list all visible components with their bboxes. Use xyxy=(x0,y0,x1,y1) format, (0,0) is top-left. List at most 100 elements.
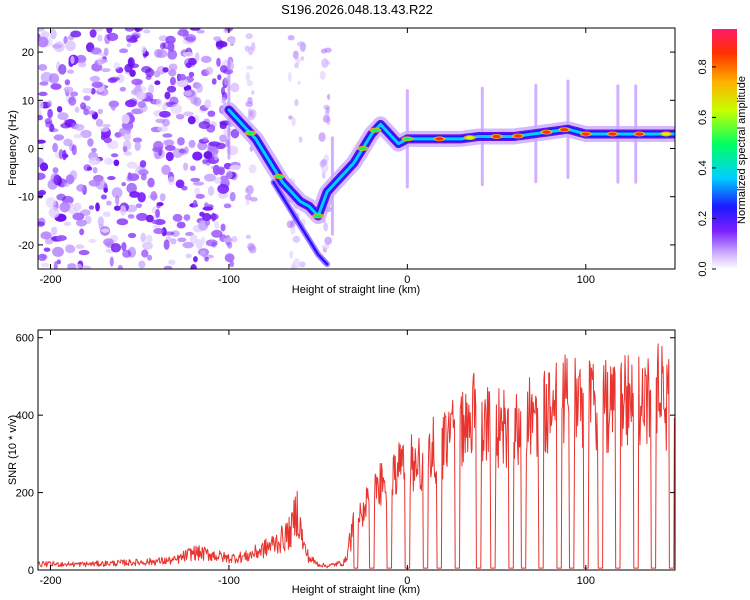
spectrogram-noise-blob xyxy=(250,41,256,52)
spectrogram-noise-blob xyxy=(66,69,75,74)
spectrogram-noise-blob xyxy=(245,234,252,240)
spectrogram-noise-blob xyxy=(205,239,218,247)
spectrogram-noise-blob xyxy=(172,213,183,222)
spectrogram-noise-blob xyxy=(159,42,166,50)
spectrogram-noise-blob xyxy=(73,202,82,212)
spectrogram-noise-blob xyxy=(162,67,169,73)
spectrogram-noise-blob xyxy=(192,199,198,208)
spectrogram-noise-blob xyxy=(39,81,49,86)
spectrogram-ridge-center xyxy=(227,108,675,218)
spectrogram-noise-blob xyxy=(192,181,205,186)
spectrogram-noise-blob xyxy=(182,51,194,57)
spectrogram-noise-blob xyxy=(97,108,104,115)
spectrogram-noise-blob xyxy=(157,126,169,132)
spectrogram-noise-blob xyxy=(119,205,127,216)
snr-frame xyxy=(37,329,676,571)
spectrogram-y-tick-label: 20 xyxy=(22,47,34,59)
snr-plot-area xyxy=(38,330,675,570)
spectrogram-noise-blob xyxy=(217,183,230,194)
spectrogram-noise-blob xyxy=(319,71,326,80)
spectrogram-noise-blob xyxy=(123,131,132,141)
spectrogram-noise-blob xyxy=(164,145,176,152)
snr-line-layer xyxy=(38,343,675,569)
spectrogram-noise-blob xyxy=(134,28,141,32)
spectrogram-noise-blob xyxy=(230,82,240,93)
spectrogram-noise-blob xyxy=(127,57,133,66)
spectrogram-noise-blob xyxy=(288,115,293,120)
spectrogram-noise-blob xyxy=(230,128,240,139)
spectrogram-noise-blob xyxy=(297,80,301,85)
spectrogram-noise-blob xyxy=(53,134,65,141)
spectrogram-noise-blob xyxy=(127,214,135,219)
spectrogram-noise-blob xyxy=(92,166,98,174)
spectrogram-hotspot xyxy=(314,214,323,218)
spectrogram-noise-blob xyxy=(103,137,113,143)
spectrogram-noise-blob xyxy=(194,187,200,196)
spectrogram-noise-blob xyxy=(78,249,90,256)
spectrogram-noise-blob xyxy=(53,260,58,269)
spectrogram-ridge-layer xyxy=(220,60,675,268)
spectrogram-y-tick-label: -20 xyxy=(18,240,34,252)
spectrogram-noise-blob xyxy=(189,28,201,31)
spectrogram-noise-blob xyxy=(215,39,224,50)
spectrogram-noise-blob xyxy=(321,58,329,69)
spectrogram-noise-blob xyxy=(211,78,217,85)
spectrogram-noise-blob xyxy=(121,181,127,187)
spectrogram-noise-blob xyxy=(318,132,326,142)
spectrogram-noise-blob xyxy=(153,140,164,152)
spectrogram-noise-blob xyxy=(202,159,208,164)
snr-y-label: SNR (10 * v/v) xyxy=(7,415,19,485)
spectrogram-noise-blob xyxy=(63,221,72,227)
spectrogram-noise-blob xyxy=(247,242,256,251)
spectrogram-noise-blob xyxy=(165,151,174,162)
spectrogram-noise-blob xyxy=(213,177,222,184)
spectrogram-noise-blob xyxy=(183,214,191,221)
spectrogram-secondary-branch-core xyxy=(272,180,329,266)
spectrogram-noise-blob xyxy=(88,238,97,244)
spectrogram-noise-blob xyxy=(58,148,64,160)
spectrogram-noise-blob xyxy=(326,93,331,101)
spectrogram-noise-blob xyxy=(202,206,214,211)
spectrogram-noise-blob xyxy=(214,220,220,230)
spectrogram-noise-blob xyxy=(192,151,203,161)
spectrogram-noise-blob xyxy=(126,42,131,48)
spectrogram-noise-blob xyxy=(56,193,66,201)
spectrogram-noise-blob xyxy=(106,28,113,34)
spectrogram-noise-blob xyxy=(152,224,161,229)
spectrogram-noise-blob xyxy=(167,176,176,186)
spectrogram-noise-blob xyxy=(140,173,147,181)
spectrogram-noise-blob xyxy=(205,66,214,76)
spectrogram-noise-blob xyxy=(200,55,212,63)
spectrogram-noise-blob xyxy=(184,146,189,155)
spectrogram-noise-blob xyxy=(195,193,205,199)
spectrogram-x-label: Height of straight line (km) xyxy=(292,284,420,296)
spectrogram-noise-blob xyxy=(101,68,111,73)
snr-y-ticks: 0 200 400 600 xyxy=(16,333,675,577)
spectrogram-noise-blob xyxy=(249,196,258,202)
spectrogram-noise-blob xyxy=(38,100,44,110)
spectrogram-noise-blob xyxy=(132,137,143,143)
spectrogram-noise-blob xyxy=(52,142,58,153)
spectrogram-noise-blob xyxy=(219,65,228,73)
spectrogram-noise-blob xyxy=(40,231,52,240)
spectrogram-noise-blob xyxy=(38,221,45,227)
spectrogram-noise-blob xyxy=(216,57,221,67)
spectrogram-noise-blob xyxy=(202,213,212,222)
spectrogram-noise-blob xyxy=(47,108,53,119)
spectrogram-noise-blob xyxy=(246,185,254,195)
spectrogram-noise-blob xyxy=(137,192,146,203)
spectrogram-noise-blob xyxy=(73,134,83,139)
spectrogram-noise-blob xyxy=(170,103,183,115)
spectrogram-noise-blob xyxy=(296,41,305,47)
spectrogram-noise-blob xyxy=(321,243,330,250)
spectrogram-noise-blob xyxy=(81,265,92,269)
spectrogram-noise-blob xyxy=(52,43,63,49)
spectrogram-noise-blob xyxy=(62,149,67,161)
spectrogram-noise-blob xyxy=(44,238,54,245)
spectrogram-noise-blob xyxy=(63,86,74,93)
spectrogram-x-tick-label: 100 xyxy=(577,274,595,286)
spectrogram-noise-blob xyxy=(113,159,120,167)
spectrogram-noise-blob xyxy=(193,256,198,263)
spectrogram-x-tick-label: -100 xyxy=(218,274,240,286)
